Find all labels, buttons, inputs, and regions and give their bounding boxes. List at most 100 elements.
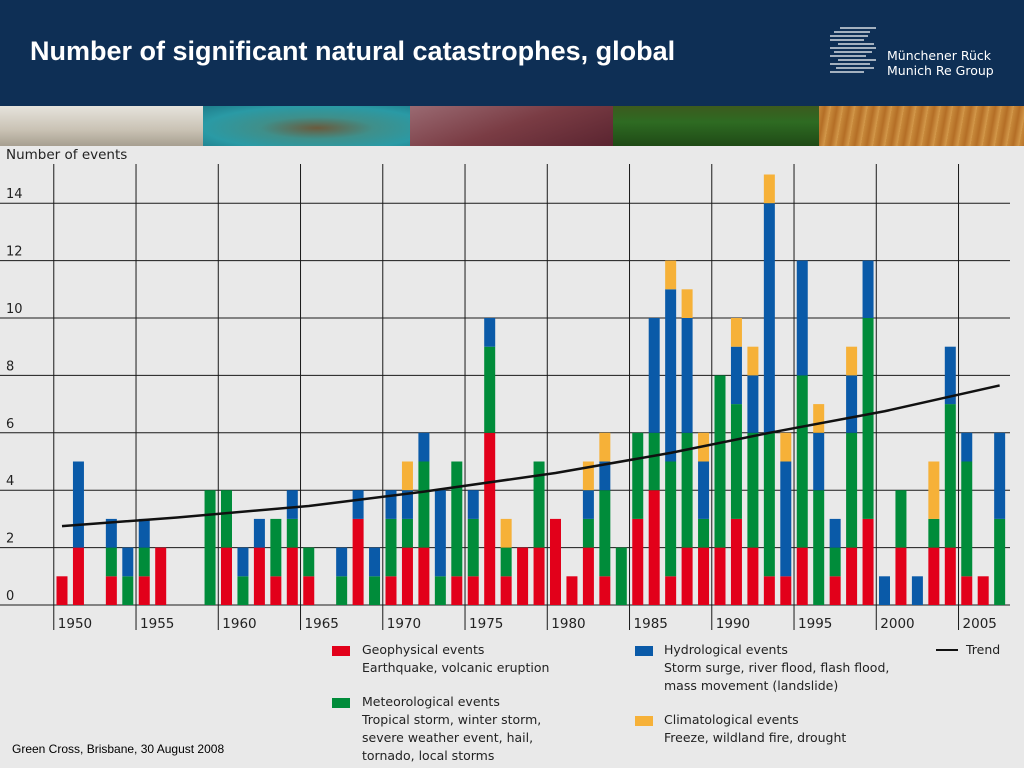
bar-geophysical-1974 [451,576,463,605]
legend-swatch-hydrological [635,646,653,656]
y-tick-label: 6 [6,417,14,432]
bar-geophysical-1979 [533,547,545,605]
bar-hydrological-1954 [122,547,134,577]
photo-strip [0,106,1024,146]
bar-climatological-1994 [780,432,792,462]
legend-hydrological: Hydrological events Storm surge, river f… [664,641,889,695]
footer-text: Green Cross, Brisbane, 30 August 2008 [12,742,225,756]
bar-geophysical-1997 [829,576,841,605]
bar-meteorological-1985 [632,432,644,519]
bar-meteorological-2007 [994,518,1006,605]
legend-climatological: Climatological events Freeze, wildland f… [664,711,846,747]
bar-geophysical-1985 [632,518,644,605]
bar-geophysical-1972 [418,547,430,605]
chart: 0 2 4 6 8 10 12 14 Number of events 1950 1955 1960 1… [0,147,1010,632]
bar-hydrological-1992 [747,375,759,433]
bar-geophysical-1994 [780,576,792,605]
bar-hydrological-1968 [352,490,364,519]
x-tick-label: 1995 [798,616,832,632]
bar-hydrological-1998 [846,375,858,433]
page-title: Number of significant natural catastroph… [30,36,676,66]
bar-geophysical-1995 [796,547,808,605]
bar-meteorological-1987 [665,461,677,577]
bar-geophysical-2001 [895,547,907,605]
logo-text: Münchener Rück Munich Re Group [887,48,994,78]
bar-hydrological-2005 [961,432,973,462]
bar-hydrological-1961 [237,547,249,577]
bar-meteorological-1998 [846,432,858,548]
bar-geophysical-1963 [270,576,282,605]
bar-climatological-2003 [928,461,940,519]
bar-meteorological-1967 [336,576,348,605]
legend-swatch-geophysical [332,646,350,656]
bar-meteorological-1970 [385,518,397,577]
bar-geophysical-1976 [484,432,496,605]
bar-hydrological-1989 [698,461,710,519]
bar-meteorological-1979 [533,461,545,548]
trend-line [61,384,1000,528]
bar-geophysical-1960 [221,547,232,605]
bar-meteorological-1965 [303,547,315,577]
bar-geophysical-2006 [977,576,989,605]
bar-meteorological-1972 [418,461,430,548]
y-tick-label: 0 [6,589,14,604]
x-tick-label: 1955 [140,616,174,632]
bar-meteorological-1988 [681,432,693,548]
bar-geophysical-1992 [747,547,759,605]
bar-meteorological-1993 [763,432,775,577]
bar-geophysical-1951 [72,547,84,605]
legend-label: Hydrological events [664,642,788,657]
bars [56,174,1006,605]
bar-geophysical-1953 [105,576,117,605]
bar-geophysical-1991 [730,518,742,605]
bar-meteorological-1960 [221,490,232,548]
bar-hydrological-1995 [796,260,808,376]
x-tick-label: 2005 [963,616,997,632]
bar-meteorological-1974 [451,461,463,577]
legend-swatch-climatological [635,716,653,726]
bar-geophysical-1998 [846,547,858,605]
bar-climatological-1971 [401,461,413,491]
bar-meteorological-1977 [500,547,512,577]
y-tick-label: 8 [6,359,14,374]
bar-meteorological-1961 [237,576,249,605]
legend-label: Geophysical events [362,642,485,657]
x-tick-label: 1990 [716,616,750,632]
y-tick-label: 12 [6,245,23,260]
photo-forest [613,106,819,146]
bar-hydrological-1997 [829,518,841,548]
bar-meteorological-1969 [369,576,381,605]
bar-geophysical-2004 [944,547,956,605]
header-bar: Number of significant natural catastroph… [0,0,1024,106]
axes: 0 2 4 6 8 10 12 14 Number of events 1950 1955 1960 1… [6,147,997,632]
bar-geophysical-1988 [681,547,693,605]
bar-geophysical-1970 [385,576,397,605]
legend-label: Climatological events [664,712,799,727]
bar-climatological-1987 [665,260,677,290]
bar-hydrological-1993 [763,203,775,433]
bar-geophysical-1993 [763,576,775,605]
legend-trend: Trend [966,642,1001,657]
bar-meteorological-1953 [105,547,117,577]
bar-meteorological-1963 [270,518,282,577]
bar-meteorological-2001 [895,490,907,548]
legend-swatch-meteorological [332,698,350,708]
bar-meteorological-1991 [730,404,742,519]
legend-desc: Freeze, wildland fire, drought [664,730,847,745]
bar-meteorological-1975 [467,518,479,577]
bar-geophysical-1955 [138,576,150,605]
logo-line-1: Münchener Rück [887,48,991,63]
chart-area: 0 2 4 6 8 10 12 14 Number of events 1950 1955 1960 1… [0,146,1024,768]
x-tick-label: 1960 [222,616,256,632]
bar-meteorological-1982 [582,518,594,548]
y-axis-label: Number of events [6,147,127,163]
x-tick-label: 1975 [469,616,503,632]
bar-climatological-1996 [813,404,825,433]
bar-hydrological-1971 [401,490,413,519]
bar-hydrological-1953 [105,518,117,548]
photo-ice [0,106,203,146]
legend-desc: Earthquake, volcanic eruption [362,660,550,675]
y-tick-label: 4 [6,474,14,489]
x-tick-label: 1950 [58,616,92,632]
bar-climatological-1982 [582,461,594,491]
